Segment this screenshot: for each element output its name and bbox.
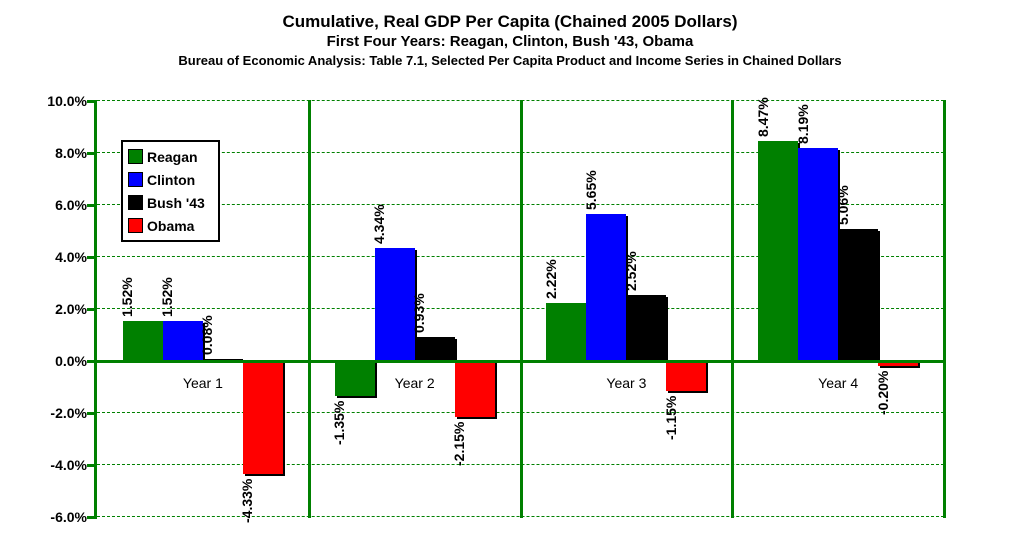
x-axis-category-label: Year 3 <box>606 375 647 391</box>
y-axis-tick-label: 4.0% <box>55 249 87 265</box>
plot-right-border <box>943 100 946 518</box>
y-axis-tick-label: 0.0% <box>55 353 87 369</box>
chart-header: Cumulative, Real GDP Per Capita (Chained… <box>0 0 1020 70</box>
bar-bush43-year-1 <box>202 358 243 361</box>
y-axis-tick-label: -2.0% <box>50 405 87 421</box>
bar-value-label: -1.35% <box>331 400 348 446</box>
legend-swatch-icon <box>128 172 143 187</box>
bar-value-label: 5.06% <box>834 185 851 226</box>
bar-value-label: 8.47% <box>754 97 771 137</box>
y-axis-tick <box>87 464 97 467</box>
y-axis-tick <box>87 412 97 415</box>
bar-value-label: -4.33% <box>239 478 256 523</box>
legend-label: Clinton <box>147 171 196 188</box>
y-axis-tick-label: 10.0% <box>47 93 87 109</box>
bar-obama-year-2 <box>454 361 495 417</box>
bar-reagan-year-3 <box>546 303 587 361</box>
y-axis-tick-label: 2.0% <box>55 301 87 317</box>
legend-item-clinton: Clinton <box>128 168 216 191</box>
chart-subtitle: First Four Years: Reagan, Clinton, Bush … <box>326 33 694 50</box>
y-axis-tick-label: 8.0% <box>55 145 87 161</box>
bar-value-label: 8.19% <box>794 104 811 145</box>
y-axis-tick-label: -4.0% <box>50 457 87 473</box>
bar-obama-year-1 <box>242 361 283 474</box>
group-separator <box>307 100 311 518</box>
legend-item-reagan: Reagan <box>128 145 216 168</box>
y-axis-tick-label: 6.0% <box>55 197 87 213</box>
legend-swatch-icon <box>128 149 143 164</box>
bar-value-label: 2.52% <box>622 251 639 292</box>
bar-value-label: 2.22% <box>542 259 559 300</box>
bar-value-label: 0.93% <box>411 293 428 333</box>
bar-obama-year-4 <box>878 361 919 367</box>
bar-value-label: 0.08% <box>199 315 216 355</box>
group-separator <box>519 100 523 518</box>
legend-item-bush43: Bush '43 <box>128 191 216 214</box>
bar-bush43-year-2 <box>414 336 455 361</box>
y-axis-tick <box>87 516 97 519</box>
bar-value-label: 5.65% <box>582 170 599 211</box>
zero-line <box>87 360 946 363</box>
y-axis-line <box>94 100 97 518</box>
x-axis-category-label: Year 2 <box>394 375 435 391</box>
x-axis-category-label: Year 4 <box>818 375 859 391</box>
x-axis-category-label: Year 1 <box>182 375 223 391</box>
legend-label: Reagan <box>147 148 198 165</box>
bar-reagan-year-2 <box>334 361 375 397</box>
y-axis-tick-label: -6.0% <box>50 509 87 525</box>
bar-clinton-year-1 <box>162 321 203 361</box>
chart-source-note: Bureau of Economic Analysis: Table 7.1, … <box>178 53 842 68</box>
bar-bush43-year-3 <box>626 295 667 361</box>
bar-value-label: 1.52% <box>159 277 176 318</box>
bar-reagan-year-1 <box>122 321 163 361</box>
y-axis-tick <box>87 100 97 103</box>
bar-clinton-year-4 <box>798 148 839 361</box>
bar-value-label: 4.34% <box>371 204 388 245</box>
bar-value-label: 1.52% <box>119 277 136 318</box>
legend: Reagan Clinton Bush '43 Obama <box>121 140 220 242</box>
bar-clinton-year-2 <box>374 248 415 361</box>
legend-label: Obama <box>147 217 195 234</box>
bar-value-label: -1.15% <box>662 395 679 440</box>
bar-obama-year-3 <box>666 361 707 391</box>
bar-clinton-year-3 <box>586 214 627 361</box>
y-axis-tick <box>87 152 97 155</box>
bar-reagan-year-4 <box>758 140 799 361</box>
bar-value-label: -2.15% <box>451 421 468 466</box>
y-axis-tick <box>87 308 97 311</box>
y-axis-tick <box>87 204 97 207</box>
legend-label: Bush '43 <box>147 194 205 211</box>
bar-bush43-year-4 <box>838 229 879 361</box>
chart-title: Cumulative, Real GDP Per Capita (Chained… <box>282 12 738 31</box>
legend-item-obama: Obama <box>128 214 216 237</box>
y-axis-tick <box>87 256 97 259</box>
group-separator <box>731 100 735 518</box>
legend-swatch-icon <box>128 195 143 210</box>
legend-swatch-icon <box>128 218 143 233</box>
